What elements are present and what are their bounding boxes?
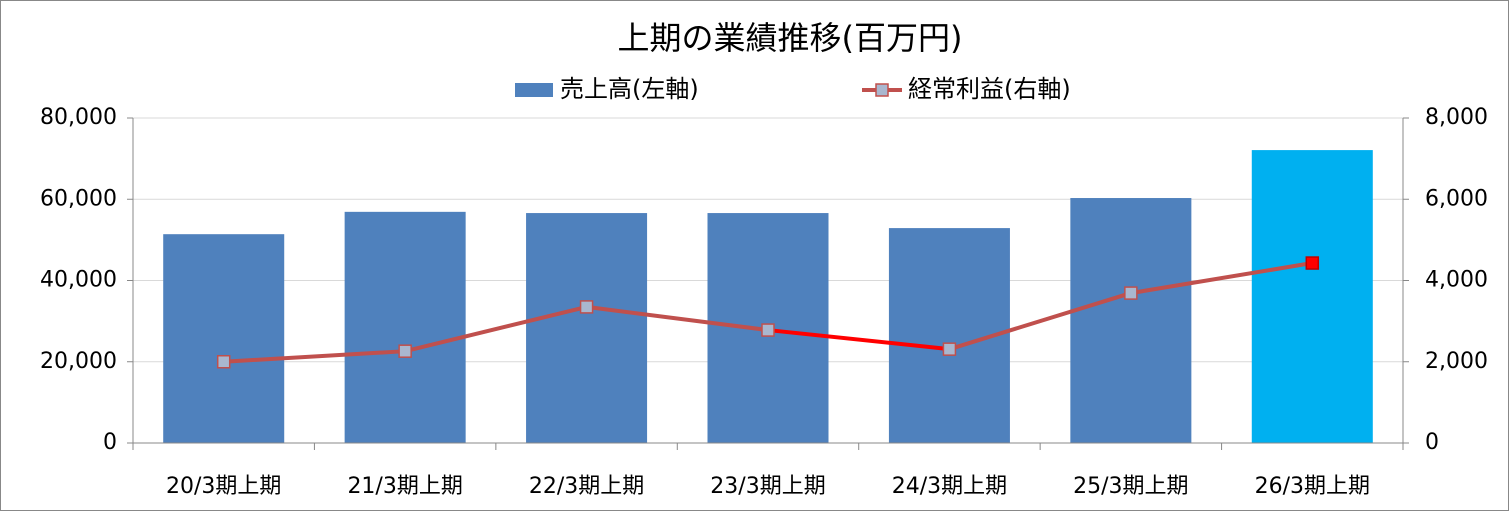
line-marker	[579, 300, 594, 314]
line-marker	[761, 323, 775, 337]
line-segment	[948, 291, 1132, 352]
y2-tick-label: 6,000	[1425, 186, 1488, 211]
y-tick-label: 40,000	[40, 268, 117, 293]
chart-title: 上期の業績推移(百万円)	[618, 19, 963, 57]
bar	[1070, 198, 1192, 443]
line-marker	[1124, 286, 1138, 300]
legend-label: 売上高(左軸)	[560, 75, 699, 103]
line-marker	[942, 342, 957, 356]
y2-tick-label: 2,000	[1425, 349, 1488, 374]
bar	[526, 213, 648, 443]
x-tick-label: 24/3期上期	[892, 474, 1007, 499]
line-marker	[398, 344, 412, 358]
line-segment	[767, 328, 950, 352]
x-tick-label: 21/3期上期	[347, 474, 462, 499]
y-tick-label: 80,000	[40, 105, 117, 130]
x-tick-label: 25/3期上期	[1073, 474, 1188, 499]
y2-tick-label: 8,000	[1425, 105, 1488, 130]
legend-swatch	[515, 83, 553, 97]
y2-tick-label: 4,000	[1425, 268, 1488, 293]
x-tick-label: 22/3期上期	[529, 474, 644, 499]
line-segment	[223, 349, 406, 364]
legend-marker	[875, 83, 889, 97]
bar	[163, 234, 285, 443]
x-tick-label: 20/3期上期	[166, 474, 281, 499]
y-tick-label: 20,000	[40, 349, 117, 374]
x-tick-label: 23/3期上期	[710, 474, 825, 499]
legend-label: 経常利益(右軸)	[908, 75, 1071, 103]
line-marker	[216, 355, 231, 369]
bar	[344, 211, 466, 443]
line-segment	[1130, 261, 1313, 296]
y2-tick-label: 0	[1425, 430, 1439, 455]
x-tick-label: 26/3期上期	[1255, 474, 1370, 499]
y-tick-label: 0	[103, 430, 117, 455]
line-segment	[586, 304, 769, 333]
line-marker	[1305, 256, 1320, 270]
line-segment	[404, 304, 588, 354]
y-tick-label: 60,000	[40, 186, 117, 211]
bar	[1251, 150, 1373, 443]
